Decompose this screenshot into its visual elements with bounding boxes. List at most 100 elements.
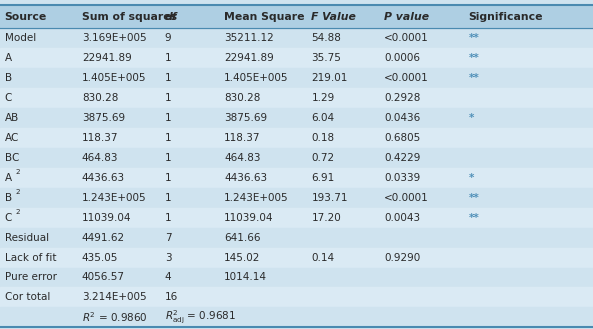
Text: B: B (5, 193, 12, 203)
Text: 4436.63: 4436.63 (224, 173, 267, 183)
Text: 2: 2 (15, 189, 20, 195)
Text: 0.0043: 0.0043 (384, 213, 420, 223)
Bar (0, 108, 593, 128)
Text: Mean Square: Mean Square (224, 12, 305, 21)
Bar (0, 148, 593, 168)
Text: 6.91: 6.91 (311, 173, 334, 183)
Text: 0.0006: 0.0006 (384, 53, 420, 63)
Text: 1: 1 (165, 53, 171, 63)
Text: 6.04: 6.04 (311, 113, 334, 123)
Bar (0, 68, 593, 88)
Text: C: C (5, 93, 12, 103)
Text: Source: Source (5, 12, 47, 21)
Text: 0.0436: 0.0436 (384, 113, 420, 123)
Text: 1.243E+005: 1.243E+005 (224, 193, 289, 203)
Text: 1: 1 (165, 93, 171, 103)
Text: **: ** (468, 213, 479, 223)
Text: **: ** (468, 33, 479, 43)
Text: 17.20: 17.20 (311, 213, 341, 223)
Text: 1.405E+005: 1.405E+005 (224, 73, 289, 83)
Text: Cor total: Cor total (5, 292, 50, 302)
Text: 4: 4 (165, 272, 171, 283)
Text: 3875.69: 3875.69 (224, 113, 267, 123)
Text: df: df (165, 12, 177, 21)
Bar (0, 208, 593, 228)
Text: 0.9290: 0.9290 (384, 253, 420, 263)
Text: 4491.62: 4491.62 (82, 233, 125, 242)
Text: 4056.57: 4056.57 (82, 272, 125, 283)
Text: Pure error: Pure error (5, 272, 57, 283)
Bar (0, 228, 593, 247)
Text: 22941.89: 22941.89 (82, 53, 132, 63)
Text: A: A (5, 173, 12, 183)
Text: *: * (468, 173, 474, 183)
Text: 16: 16 (165, 292, 178, 302)
Text: 0.18: 0.18 (311, 133, 334, 143)
Text: A: A (5, 53, 12, 63)
Text: BC: BC (5, 153, 19, 163)
Bar (0, 168, 593, 188)
Text: 118.37: 118.37 (224, 133, 261, 143)
Text: 1: 1 (165, 133, 171, 143)
Text: 2: 2 (15, 169, 20, 175)
Text: Model: Model (5, 33, 36, 43)
Text: 3.214E+005: 3.214E+005 (82, 292, 146, 302)
Text: 830.28: 830.28 (82, 93, 118, 103)
Bar (0, 247, 593, 267)
Text: 1: 1 (165, 213, 171, 223)
Text: Significance: Significance (468, 12, 543, 21)
Text: 2: 2 (15, 209, 20, 215)
Text: **: ** (468, 73, 479, 83)
Text: C: C (5, 213, 12, 223)
Text: 11039.04: 11039.04 (224, 213, 273, 223)
Text: **: ** (468, 193, 479, 203)
Bar (0, 307, 593, 327)
Text: AC: AC (5, 133, 19, 143)
Bar (0, 188, 593, 208)
Text: 4436.63: 4436.63 (82, 173, 125, 183)
Text: 1.243E+005: 1.243E+005 (82, 193, 146, 203)
Text: <0.0001: <0.0001 (384, 33, 429, 43)
Text: 3: 3 (165, 253, 171, 263)
Text: 54.88: 54.88 (311, 33, 341, 43)
Text: Residual: Residual (5, 233, 49, 242)
Text: $R^{2}$ = 0.9860: $R^{2}$ = 0.9860 (82, 311, 148, 324)
Bar (0, 128, 593, 148)
Text: F Value: F Value (311, 12, 356, 21)
Bar (0, 88, 593, 108)
Text: 118.37: 118.37 (82, 133, 119, 143)
Bar (0, 288, 593, 307)
Text: 0.2928: 0.2928 (384, 93, 420, 103)
Text: 464.83: 464.83 (224, 153, 261, 163)
Text: 1: 1 (165, 153, 171, 163)
Text: B: B (5, 73, 12, 83)
Text: 1: 1 (165, 173, 171, 183)
Text: 641.66: 641.66 (224, 233, 261, 242)
Bar (0, 5, 593, 28)
Text: 7: 7 (165, 233, 171, 242)
Text: 1: 1 (165, 113, 171, 123)
Text: AB: AB (5, 113, 19, 123)
Text: 22941.89: 22941.89 (224, 53, 274, 63)
Text: **: ** (468, 53, 479, 63)
Text: 1.29: 1.29 (311, 93, 334, 103)
Text: *: * (468, 113, 474, 123)
Text: 3875.69: 3875.69 (82, 113, 125, 123)
Text: 1: 1 (165, 73, 171, 83)
Text: Sum of squares: Sum of squares (82, 12, 177, 21)
Text: P value: P value (384, 12, 429, 21)
Text: 35211.12: 35211.12 (224, 33, 274, 43)
Text: 0.4229: 0.4229 (384, 153, 420, 163)
Text: 464.83: 464.83 (82, 153, 119, 163)
Text: 193.71: 193.71 (311, 193, 348, 203)
Text: 0.0339: 0.0339 (384, 173, 420, 183)
Text: 9: 9 (165, 33, 171, 43)
Text: 830.28: 830.28 (224, 93, 260, 103)
Text: 145.02: 145.02 (224, 253, 260, 263)
Text: 435.05: 435.05 (82, 253, 118, 263)
Bar (0, 267, 593, 288)
Text: 1014.14: 1014.14 (224, 272, 267, 283)
Text: 0.72: 0.72 (311, 153, 334, 163)
Text: <0.0001: <0.0001 (384, 193, 429, 203)
Text: 1.405E+005: 1.405E+005 (82, 73, 146, 83)
